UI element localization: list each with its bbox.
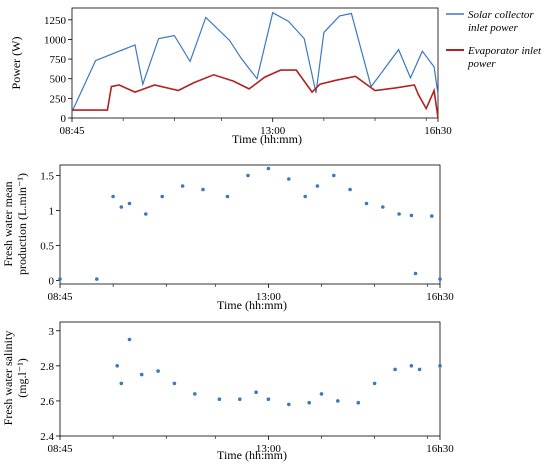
salinity-chart: 2.42.62.83 08:45 13:00 16h30 Time (hh:mm) …: [1, 321, 454, 462]
data-point: [127, 337, 132, 342]
data-point: [372, 381, 377, 386]
y-tick-label: 0: [61, 113, 67, 125]
data-point: [238, 397, 242, 402]
x-tick-label: 16h30: [426, 291, 454, 303]
y-axis-title: Power (W): [9, 37, 23, 90]
y-tick-label: 3: [49, 326, 55, 338]
plot-frame: [59, 321, 441, 437]
x-axis-title: Time (hh:mm): [217, 298, 287, 312]
legend-label-solar-line2: inlet power: [468, 22, 519, 34]
data-point: [266, 166, 271, 171]
x-axis-title: Time (hh:mm): [217, 448, 287, 462]
x-tick-label: 16h30: [424, 125, 452, 137]
x-tick-label: 08:45: [59, 125, 85, 137]
data-point: [303, 194, 308, 199]
data-point: [225, 194, 230, 199]
data-point: [287, 402, 291, 407]
data-point: [397, 212, 401, 216]
data-point: [111, 194, 115, 199]
data-point: [413, 271, 418, 276]
data-point: [364, 201, 369, 206]
data-point: [246, 173, 250, 178]
x-axis-title: Time (hh:mm): [232, 132, 302, 146]
power-chart: 0 250 500 750 1000 1250 08:45 13:00 16h30 Time …: [9, 7, 542, 146]
data-point: [393, 367, 397, 372]
data-point: [381, 205, 385, 209]
legend: Solar collector inlet power Evaporator i…: [446, 9, 542, 70]
x-tick-label: 13:00: [256, 291, 282, 303]
data-point: [417, 367, 422, 372]
x-tick-label: 08:45: [47, 291, 73, 303]
y-tick-label: 1000: [44, 34, 67, 46]
data-point: [115, 364, 119, 368]
data-point: [315, 184, 320, 188]
y-axis-title: Fresh water salinity (mg.l⁻¹): [1, 331, 29, 426]
plot-frame: [71, 7, 439, 119]
plot-frame: [59, 164, 441, 285]
y-tick-label: 1250: [44, 15, 67, 27]
data-point: [119, 381, 124, 386]
legend-label-solar-line1: Solar collector: [468, 9, 534, 21]
x-tick-label: 13:00: [260, 125, 286, 137]
data-point: [319, 392, 324, 396]
data-point: [201, 187, 205, 192]
data-point: [287, 177, 291, 181]
legend-label-evaporator-line2: power: [467, 58, 496, 70]
series-line-evaporator: [72, 69, 439, 119]
data-point: [139, 372, 144, 377]
y-tick-label: 2.8: [40, 361, 54, 373]
data-point: [119, 205, 124, 209]
y-tick-label: 0.5: [40, 241, 54, 253]
y-tick-label: 2.6: [40, 396, 54, 408]
data-point: [266, 397, 271, 402]
y-tick-label: 500: [50, 74, 67, 86]
y-axis-title-line1: Fresh water mean: [1, 181, 15, 266]
data-point: [438, 277, 442, 281]
data-point: [160, 194, 164, 199]
y-tick-label: 1: [49, 206, 55, 218]
data-point: [95, 277, 99, 281]
data-point: [180, 184, 185, 188]
y-axis-title-line2: production (L.min⁻¹): [15, 173, 29, 275]
x-tick-label: 13:00: [256, 443, 282, 455]
y-axis-title-line2: (mg.l⁻¹): [15, 358, 29, 398]
data-point: [356, 400, 361, 405]
data-point: [409, 364, 414, 368]
y-tick-label: 250: [50, 93, 67, 105]
data-point: [127, 201, 132, 206]
y-axis-title: Fresh water mean production (L.min⁻¹): [1, 173, 29, 275]
data-point: [307, 400, 312, 405]
data-point: [217, 397, 222, 402]
data-point: [144, 212, 148, 216]
y-tick-label: 750: [50, 54, 67, 66]
data-point: [58, 277, 62, 281]
data-point: [336, 399, 340, 403]
data-point: [332, 173, 336, 178]
data-point: [193, 392, 197, 396]
legend-label-evaporator-line1: Evaporator inlet: [467, 45, 542, 57]
y-tick-label: 2.4: [40, 431, 54, 443]
x-tick-label: 08:45: [47, 443, 73, 455]
series-line-solar-collector: [71, 11, 439, 112]
y-tick-label: 1.5: [40, 171, 54, 183]
data-point: [348, 187, 352, 192]
data-point: [172, 381, 177, 386]
data-point: [409, 213, 414, 218]
x-tick-label: 16h30: [426, 443, 454, 455]
data-point: [438, 364, 442, 368]
y-axis-title-line1: Fresh water salinity: [1, 331, 15, 426]
y-tick-label: 0: [49, 276, 55, 288]
data-point: [156, 369, 160, 373]
production-chart: 0 0.5 1 1.5 08:45 13:00 16h30 Time (hh:mm) Fr…: [1, 164, 454, 312]
data-point: [430, 214, 434, 218]
data-point: [254, 390, 258, 395]
